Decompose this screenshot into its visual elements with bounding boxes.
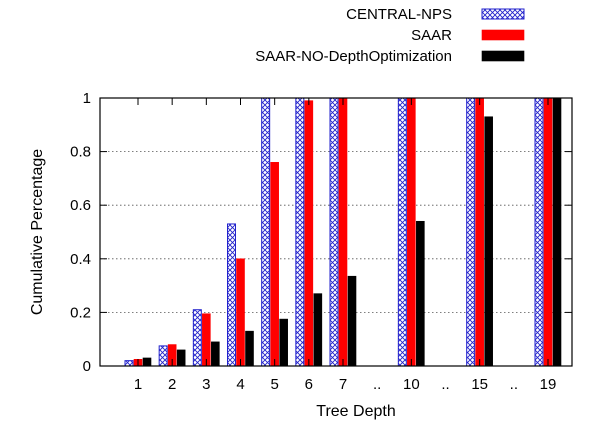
bar-saar-4 [236,258,245,367]
x-tick-label: 19 [540,376,557,393]
x-tick-label: .. [373,376,381,393]
legend-label: CENTRAL-NPS [346,6,452,23]
y-axis: 0 0.2 0.4 0.6 0.8 1 [70,90,572,375]
x-tick-label: 4 [236,376,244,393]
legend-swatch [481,50,525,62]
bar-saar-no-depthoptimization-5 [279,318,288,367]
y-tick-label: 0.6 [70,197,91,214]
bar-central-nps-5 [261,97,271,367]
bar-central-nps-13 [534,97,544,367]
y-axis-title: Cumulative Percentage [29,149,46,315]
x-tick-label: 1 [134,376,142,393]
bar-saar-no-depthoptimization-11 [484,116,493,367]
bar-saar-no-depthoptimization-3 [211,341,220,367]
x-tick-label: .. [441,376,449,393]
bar-saar-3 [202,313,211,367]
legend-swatch [481,8,525,20]
y-tick-label: 0.4 [70,251,91,268]
bar-central-nps-9 [397,97,407,367]
bar-saar-9 [407,97,416,367]
bars [124,97,562,367]
bar-saar-11 [475,97,484,367]
y-tick-label: 0.8 [70,144,91,161]
bar-central-nps-6 [295,97,305,367]
bar-saar-6 [304,100,314,367]
bar-central-nps-11 [466,97,476,367]
x-tick-label: 10 [403,376,420,393]
bar-saar-no-depthoptimization-7 [347,275,357,367]
bar-central-nps-4 [227,223,236,367]
bar-saar-no-depthoptimization-6 [313,293,323,367]
legend: CENTRAL-NPS SAAR SAAR-NO-DepthOptimization [255,6,525,65]
y-tick-label: 1 [83,90,91,107]
x-tick-label: 3 [202,376,210,393]
bar-saar-no-depthoptimization-2 [176,349,186,367]
y-tick-label: 0 [83,358,91,375]
bar-saar-no-depthoptimization-13 [552,97,562,367]
x-tick-label: 2 [168,376,176,393]
legend-label: SAAR [411,27,452,44]
bar-saar-5 [270,162,279,367]
x-axis-title: Tree Depth [316,403,395,420]
bar-central-nps-3 [192,309,202,367]
bar-saar-no-depthoptimization-9 [416,220,425,367]
bar-central-nps-1 [124,360,134,367]
legend-swatch [481,29,525,41]
bar-saar-13 [543,97,553,367]
y-tick-label: 0.2 [70,304,91,321]
bar-saar-no-depthoptimization-4 [245,330,254,367]
x-tick-label: 6 [305,376,313,393]
legend-label: SAAR-NO-DepthOptimization [255,48,452,65]
plot-frame [99,97,573,367]
bar-saar-no-depthoptimization-1 [142,357,152,367]
bar-central-nps-7 [329,97,339,367]
bar-central-nps-2 [158,345,168,367]
x-tick-label: 5 [270,376,278,393]
x-tick-label: 15 [471,376,488,393]
x-tick-label: 7 [339,376,347,393]
bar-saar-7 [338,97,348,367]
x-tick-label: .. [510,376,518,393]
x-axis: 1 2 3 4 5 6 7.. 10.. 15.. 19 [134,98,557,393]
